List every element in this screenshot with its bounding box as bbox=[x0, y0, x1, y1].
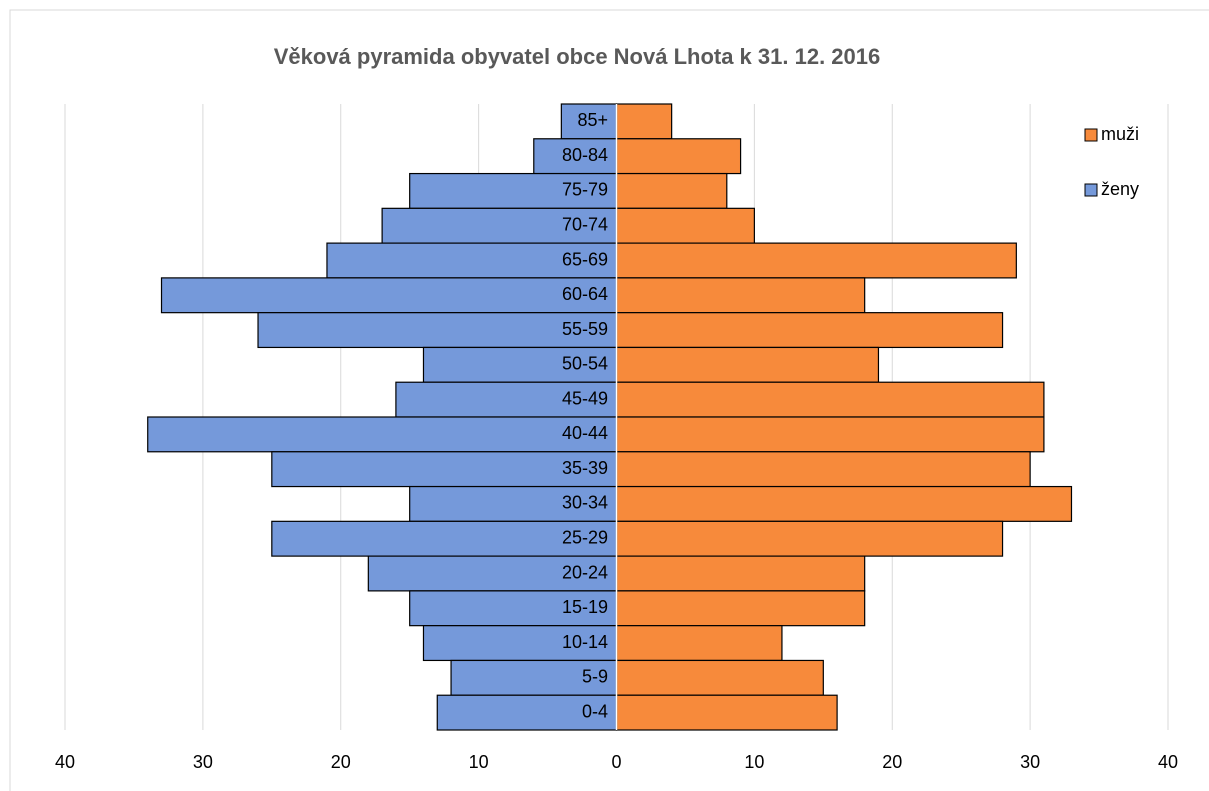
bar bbox=[533, 138, 618, 175]
bar bbox=[560, 103, 618, 140]
legend-swatch bbox=[1084, 128, 1098, 142]
bar bbox=[615, 694, 838, 731]
bar bbox=[615, 485, 1073, 522]
bar bbox=[615, 312, 1004, 349]
legend-label: ženy bbox=[1101, 179, 1139, 199]
bar bbox=[367, 555, 618, 592]
bar bbox=[395, 381, 618, 418]
y-tick-label: 15-19 bbox=[562, 597, 608, 617]
x-tick-label: 10 bbox=[469, 752, 489, 772]
y-tick-label: 35-39 bbox=[562, 458, 608, 478]
x-tick-label: 0 bbox=[611, 752, 621, 772]
legend-label: muži bbox=[1101, 124, 1139, 144]
y-tick-label: 60-64 bbox=[562, 284, 608, 304]
bar bbox=[436, 694, 618, 731]
x-tick-label: 20 bbox=[331, 752, 351, 772]
y-tick-label: 40-44 bbox=[562, 423, 608, 443]
bar bbox=[615, 520, 1004, 557]
x-tick-label: 20 bbox=[882, 752, 902, 772]
bar bbox=[160, 277, 618, 314]
bar bbox=[615, 590, 866, 627]
x-tick-label: 40 bbox=[55, 752, 75, 772]
bar bbox=[147, 416, 618, 453]
chart-title: Věková pyramida obyvatel obce Nová Lhota… bbox=[274, 44, 881, 69]
bar bbox=[271, 451, 618, 488]
y-tick-label: 25-29 bbox=[562, 527, 608, 547]
x-tick-label: 40 bbox=[1158, 752, 1178, 772]
y-tick-label: 10-14 bbox=[562, 632, 608, 652]
y-tick-label: 70-74 bbox=[562, 214, 608, 234]
y-tick-label: 20-24 bbox=[562, 562, 608, 582]
y-tick-label: 85+ bbox=[577, 110, 608, 130]
bar bbox=[615, 242, 1017, 279]
y-tick-label: 80-84 bbox=[562, 145, 608, 165]
bar bbox=[422, 346, 618, 383]
bar bbox=[615, 138, 742, 175]
bar bbox=[615, 625, 783, 662]
y-tick-label: 75-79 bbox=[562, 180, 608, 200]
bar bbox=[615, 103, 673, 140]
y-tick-label: 50-54 bbox=[562, 354, 608, 374]
bar bbox=[381, 207, 618, 244]
bar bbox=[615, 346, 880, 383]
x-tick-label: 10 bbox=[744, 752, 764, 772]
y-tick-label: 55-59 bbox=[562, 319, 608, 339]
y-tick-label: 0-4 bbox=[582, 701, 608, 721]
bar bbox=[615, 172, 728, 209]
bar bbox=[615, 416, 1045, 453]
y-tick-label: 65-69 bbox=[562, 249, 608, 269]
bar bbox=[615, 659, 824, 696]
y-tick-label: 30-34 bbox=[562, 493, 608, 513]
x-tick-label: 30 bbox=[193, 752, 213, 772]
legend-swatch bbox=[1084, 183, 1098, 197]
bar bbox=[409, 485, 618, 522]
bar bbox=[615, 555, 866, 592]
x-tick-label: 30 bbox=[1020, 752, 1040, 772]
y-tick-label: 5-9 bbox=[582, 667, 608, 687]
bar bbox=[615, 207, 755, 244]
bar bbox=[615, 381, 1045, 418]
y-tick-label: 45-49 bbox=[562, 388, 608, 408]
bar bbox=[615, 451, 1031, 488]
bar bbox=[615, 277, 866, 314]
